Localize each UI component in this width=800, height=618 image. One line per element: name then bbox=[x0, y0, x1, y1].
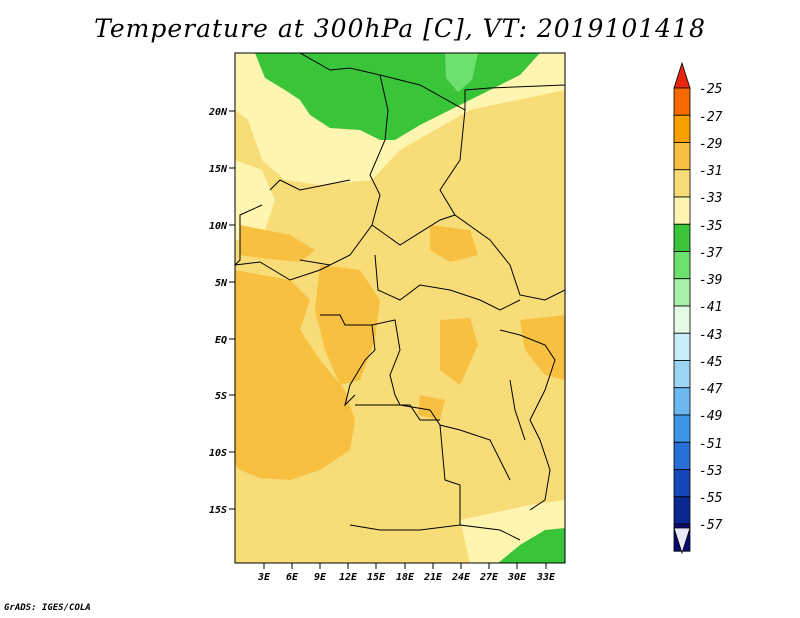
colorbar-label: -31 bbox=[699, 164, 722, 179]
country-borders bbox=[235, 53, 565, 541]
lon-label: 27E bbox=[479, 572, 499, 583]
colorbar-labels: -25 -27 -29 -31 -33 -35 -37 -39 -41 -43 … bbox=[699, 82, 723, 533]
colorbar-bottom-arrow bbox=[673, 527, 691, 555]
grads-credit: GrADS: IGES/COLA bbox=[4, 603, 91, 613]
map-panel: 20N 15N 10N 5N EQ 5S 10S 15S 3E 6E 9E 12… bbox=[208, 52, 566, 583]
map-frame bbox=[234, 52, 566, 564]
lon-label: 12E bbox=[339, 572, 358, 583]
colorbar-label: -45 bbox=[699, 355, 723, 370]
colorbar-box bbox=[673, 142, 691, 171]
colorbar-label: -47 bbox=[699, 382, 723, 397]
temperature-band-southwest bbox=[235, 270, 355, 480]
colorbar-box bbox=[673, 469, 691, 498]
colorbar-box bbox=[673, 441, 691, 470]
lat-label: 5S bbox=[215, 391, 227, 402]
map-title: Temperature at 300hPa [C], VT: 201910141… bbox=[94, 14, 706, 43]
temperature-band-cold-south bbox=[498, 528, 565, 563]
colorbar-box bbox=[673, 332, 691, 361]
lon-label: 24E bbox=[451, 572, 471, 583]
lon-label: 6E bbox=[286, 572, 299, 583]
colorbar-label: -55 bbox=[699, 491, 723, 506]
colorbar-boxes bbox=[673, 87, 691, 552]
temperature-band-coast bbox=[240, 225, 315, 262]
colorbar-label: -51 bbox=[699, 437, 722, 452]
colorbar-box bbox=[673, 387, 691, 416]
lat-label: 10N bbox=[209, 221, 228, 232]
lon-label: 3E bbox=[257, 572, 271, 583]
colorbar-label: -49 bbox=[699, 409, 722, 424]
colorbar-box bbox=[673, 169, 691, 198]
colorbar-label: -39 bbox=[699, 273, 722, 288]
temperature-patch bbox=[430, 225, 478, 262]
lat-label: 5N bbox=[215, 278, 228, 289]
colorbar-label: -37 bbox=[699, 246, 723, 261]
colorbar-box bbox=[673, 223, 691, 252]
colorbar-box bbox=[673, 360, 691, 389]
lon-label: 18E bbox=[396, 572, 415, 583]
colorbar-label: -41 bbox=[699, 300, 722, 315]
colorbar-top-arrow bbox=[673, 61, 691, 89]
longitude-axis: 3E 6E 9E 12E 15E 18E 21E 24E 27E 30E 33E bbox=[257, 563, 556, 583]
colorbar-box bbox=[673, 305, 691, 334]
colorbar-label: -29 bbox=[699, 137, 722, 152]
colorbar-label: -27 bbox=[699, 110, 723, 125]
lon-label: 30E bbox=[507, 572, 527, 583]
colorbar-label: -33 bbox=[699, 191, 722, 206]
lat-label: 15N bbox=[209, 164, 228, 175]
lon-label: 33E bbox=[536, 572, 556, 583]
lon-label: 15E bbox=[367, 572, 386, 583]
lat-label: 10S bbox=[209, 448, 227, 459]
temperature-patch bbox=[418, 395, 445, 420]
temperature-patch bbox=[440, 318, 478, 385]
lat-label: EQ bbox=[215, 335, 227, 346]
latitude-axis: 20N 15N 10N 5N EQ 5S 10S 15S bbox=[208, 107, 235, 516]
colorbar-box bbox=[673, 196, 691, 225]
colorbar-label: -25 bbox=[699, 82, 723, 97]
lat-label: 15S bbox=[209, 505, 227, 516]
colorbar-label: -53 bbox=[699, 464, 722, 479]
colorbar-box bbox=[673, 278, 691, 307]
colorbar-label: -57 bbox=[699, 518, 723, 533]
colorbar-label: -35 bbox=[699, 219, 723, 234]
colorbar-label: -43 bbox=[699, 328, 722, 343]
colorbar-box bbox=[673, 414, 691, 443]
lat-label: 20N bbox=[208, 107, 228, 118]
lon-label: 21E bbox=[423, 572, 443, 583]
colorbar-box bbox=[673, 87, 691, 116]
colorbar-box bbox=[673, 496, 691, 525]
temperature-band-colder-north bbox=[445, 53, 478, 92]
colorbar-box bbox=[673, 251, 691, 280]
colorbar-box bbox=[673, 114, 691, 143]
colorbar: -25 -27 -29 -31 -33 -35 -37 -39 -41 -43 … bbox=[673, 61, 723, 555]
temperature-band-west bbox=[235, 160, 275, 240]
lon-label: 9E bbox=[314, 572, 327, 583]
